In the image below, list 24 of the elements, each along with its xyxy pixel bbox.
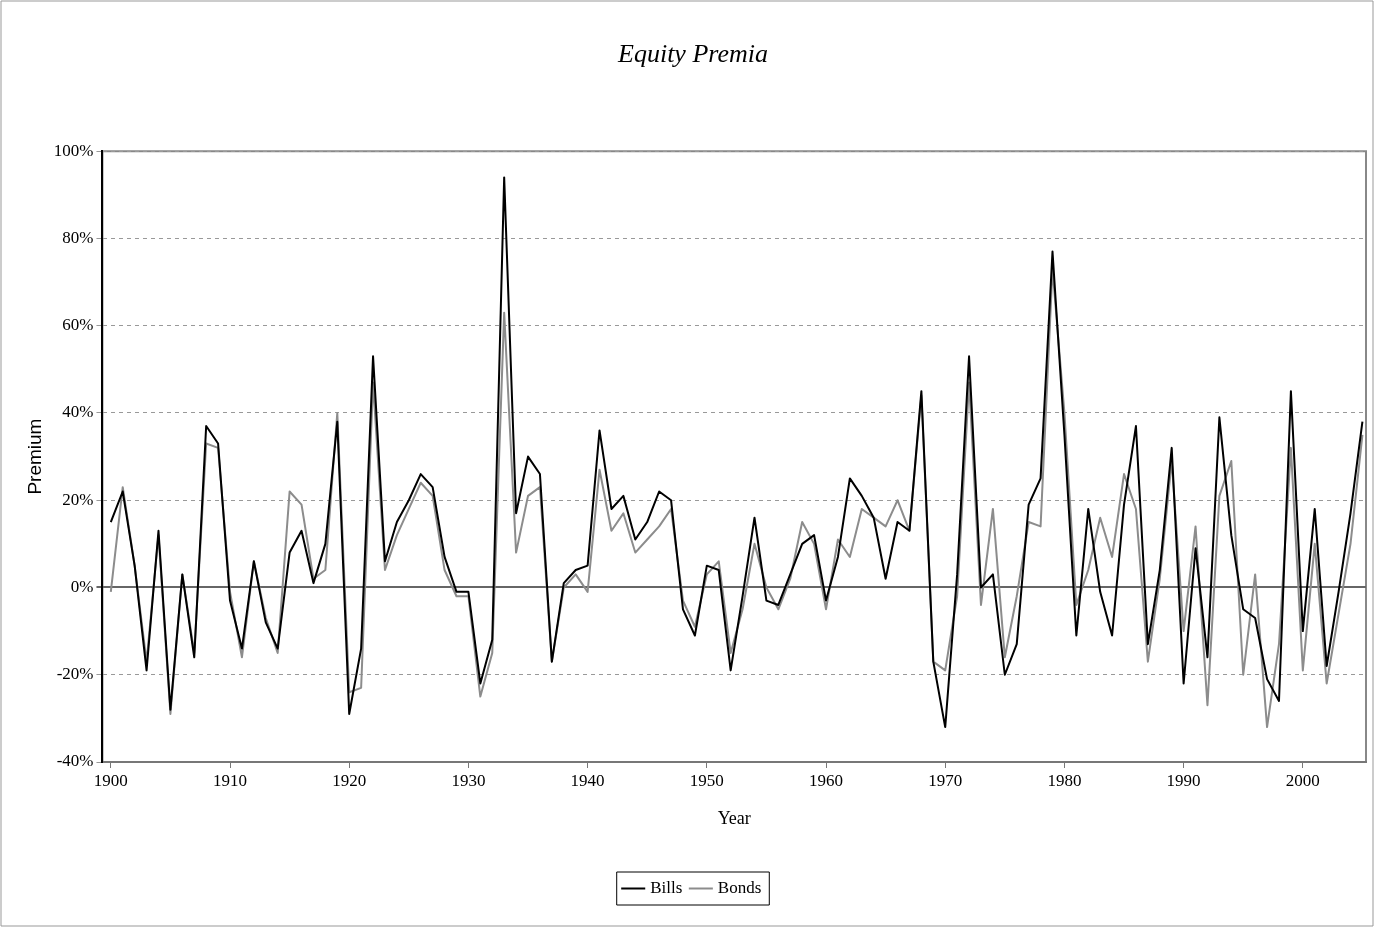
chart-title: Equity Premia (617, 39, 768, 69)
y-tick-label: -20% (56, 664, 94, 684)
y-tick-label: 20% (62, 489, 94, 509)
legend-label: Bonds (717, 877, 762, 897)
x-tick-label: 1990 (1166, 770, 1201, 790)
x-tick-label: 1930 (451, 770, 486, 790)
y-tick-label: 100% (53, 140, 94, 160)
legend-label: Bills (650, 877, 683, 897)
y-tick-label: -40% (56, 751, 94, 771)
x-tick-label: 2000 (1285, 770, 1320, 790)
x-tick-label: 1970 (928, 770, 963, 790)
x-tick-label: 1980 (1047, 770, 1082, 790)
y-tick-label: 40% (62, 402, 94, 422)
x-tick-label: 1950 (689, 770, 724, 790)
x-tick-label: 1940 (570, 770, 605, 790)
y-tick-label: 60% (62, 315, 94, 335)
x-tick-label: 1900 (93, 770, 128, 790)
x-axis-title: Year (717, 807, 751, 828)
x-tick-label: 1920 (332, 770, 367, 790)
y-axis-title: Premium (23, 418, 45, 495)
y-tick-label: 80% (62, 227, 94, 247)
x-tick-label: 1960 (809, 770, 844, 790)
x-tick-label: 1910 (213, 770, 248, 790)
y-tick-label: 0% (70, 576, 94, 596)
